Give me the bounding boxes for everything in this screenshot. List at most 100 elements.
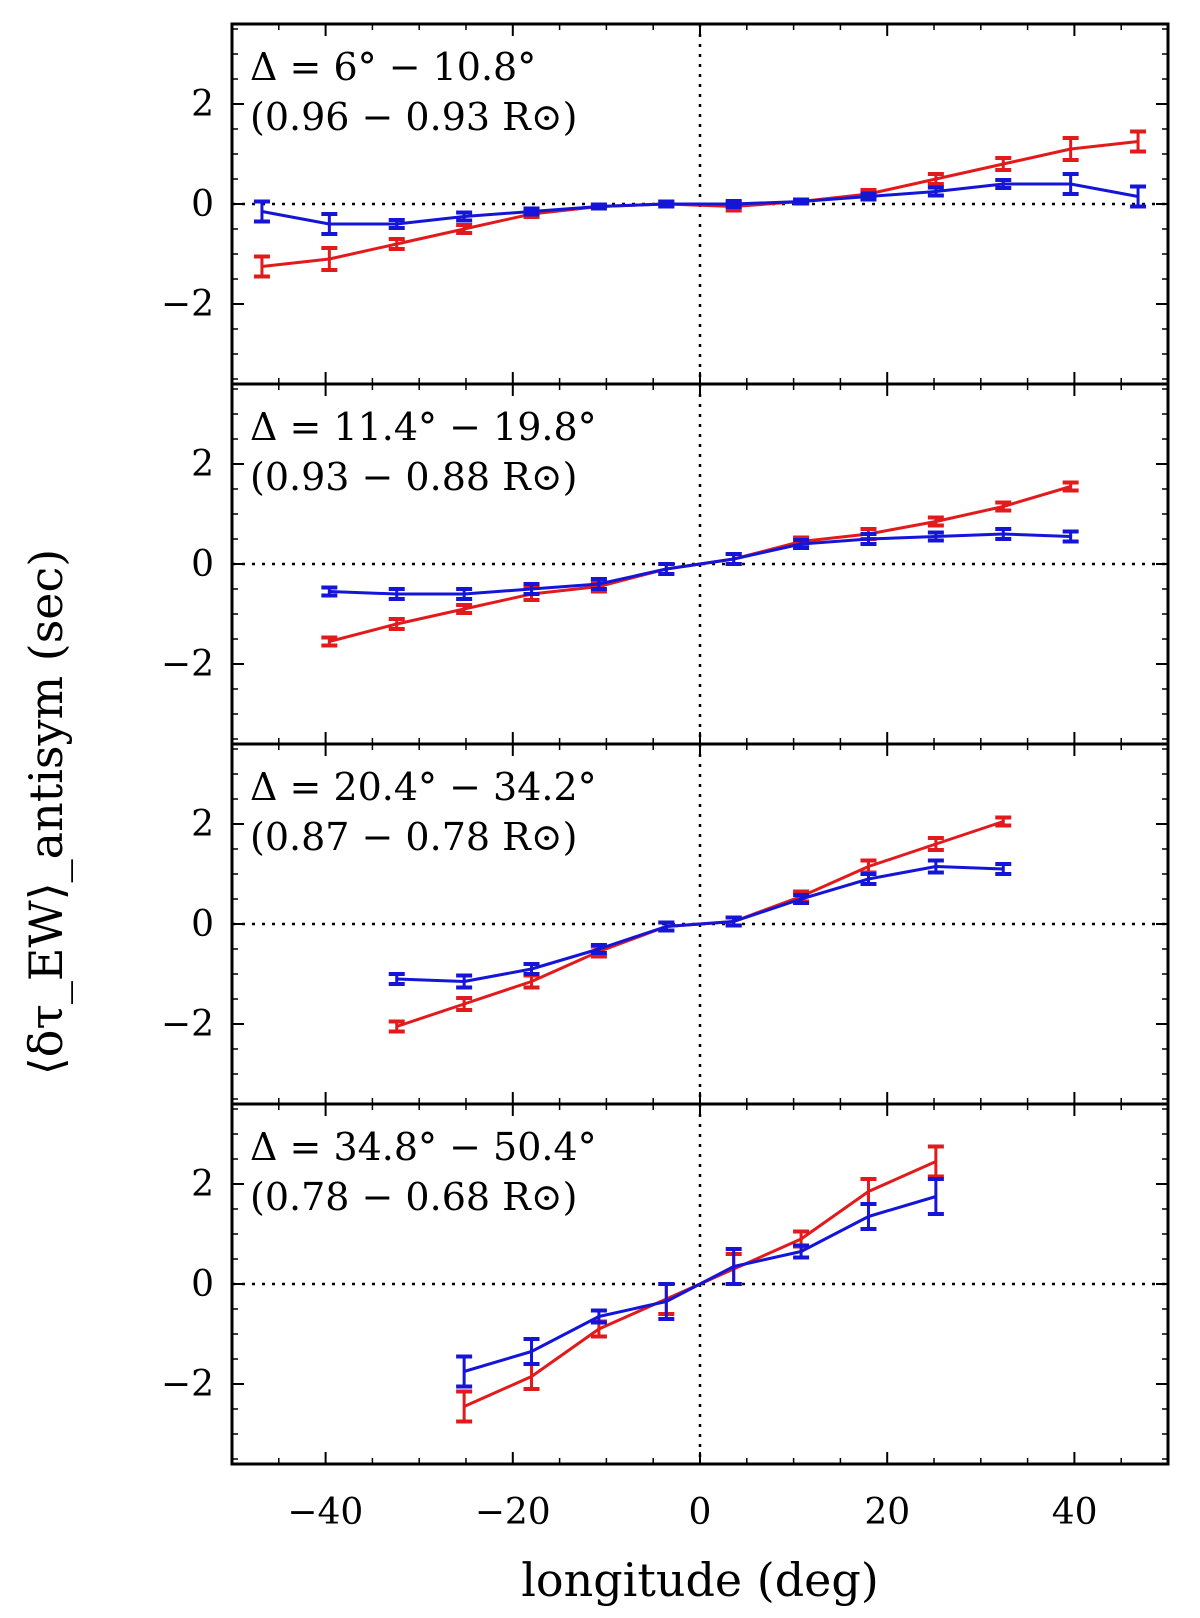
blue-error-bar	[590, 202, 607, 211]
red-error-bar	[456, 223, 473, 235]
blue-error-bar	[590, 943, 607, 955]
blue-series-line	[396, 865, 1004, 983]
y-tick-label: −2	[161, 1004, 214, 1045]
y-tick-label: −2	[161, 644, 214, 685]
panel-annotation-line1: Δ = 6° − 10.8°	[250, 45, 536, 89]
blue-error-bar	[725, 199, 742, 209]
y-tick-label: 0	[191, 1264, 214, 1305]
y-tick-label: 2	[191, 444, 214, 485]
blue-error-bar	[321, 585, 338, 598]
blue-error-bar	[927, 530, 944, 543]
blue-error-bar	[793, 1243, 810, 1260]
panel-annotation-line2: (0.93 − 0.88 R⊙)	[250, 455, 577, 499]
blue-error-bar	[793, 538, 810, 550]
x-axis-title: longitude (deg)	[521, 1553, 879, 1607]
red-error-bar	[995, 500, 1012, 513]
red-error-bar	[523, 973, 540, 990]
red-error-bar	[1130, 129, 1147, 154]
blue-error-bar	[253, 199, 270, 224]
red-error-bar	[388, 237, 405, 251]
blue-error-bar	[590, 1308, 607, 1325]
panel-4: 2 0 −2 Δ = 34.8° − 50.4° (0.78 − 0.68 R⊙…	[161, 1102, 1170, 1466]
blue-error-bar	[523, 962, 540, 976]
y-tick-label: 2	[191, 804, 214, 845]
blue-error-bar	[995, 527, 1012, 541]
blue-error-bar	[456, 1354, 473, 1389]
y-tick-labels: 2 0 −2	[161, 84, 214, 325]
blue-error-bar	[1130, 184, 1147, 209]
y-tick-labels: 2 0 −2	[161, 804, 214, 1045]
x-tick-label: 20	[864, 1492, 910, 1533]
panel-1: 2 0 −2 Δ = 6° − 10.8° (0.96 − 0.93 R⊙)	[161, 22, 1170, 386]
panel-3: 2 0 −2 Δ = 20.4° − 34.2° (0.87 − 0.78 R⊙…	[161, 742, 1170, 1106]
blue-error-bar	[1062, 172, 1079, 196]
blue-error-bar	[658, 1282, 675, 1321]
red-error-bar	[927, 515, 944, 528]
blue-error-bar	[927, 1177, 944, 1216]
panel-2: 2 0 −2 Δ = 11.4° − 19.8° (0.93 − 0.88 R⊙…	[161, 382, 1170, 746]
x-tick-label: 40	[1052, 1492, 1098, 1533]
x-tick-labels: −40 −20 0 20 40	[287, 1492, 1097, 1533]
y-tick-labels: 2 0 −2	[161, 1164, 214, 1405]
blue-error-bar	[388, 218, 405, 230]
blue-series-line	[463, 1195, 937, 1373]
blue-error-bar	[388, 972, 405, 986]
y-tick-labels: 2 0 −2	[161, 444, 214, 685]
blue-error-bar	[860, 1202, 877, 1231]
panel-series	[321, 480, 1079, 648]
red-error-bar	[860, 858, 877, 875]
blue-error-bar	[658, 920, 675, 933]
x-tick-label: −20	[475, 1492, 551, 1533]
y-tick-label: −2	[161, 284, 214, 325]
y-tick-label: 2	[191, 1164, 214, 1205]
red-error-bar	[860, 1177, 877, 1206]
panel-annotation-line1: Δ = 11.4° − 19.8°	[250, 405, 597, 449]
panel-series	[388, 815, 1012, 1034]
panel-annotation-line2: (0.96 − 0.93 R⊙)	[250, 95, 577, 139]
red-error-bar	[927, 172, 944, 186]
panel-annotation-line1: Δ = 34.8° − 50.4°	[250, 1125, 597, 1169]
blue-error-bar	[658, 199, 675, 209]
x-tick-label: 0	[689, 1492, 712, 1533]
y-tick-label: 0	[191, 904, 214, 945]
red-error-bar	[456, 996, 473, 1012]
blue-error-bar	[860, 872, 877, 886]
red-error-bar	[456, 1389, 473, 1424]
blue-error-bar	[793, 197, 810, 206]
x-tick-label: −40	[287, 1492, 363, 1533]
blue-series-line	[261, 182, 1139, 226]
panel-series	[253, 129, 1147, 279]
red-error-bar	[388, 617, 405, 631]
blue-error-bar	[995, 178, 1012, 190]
blue-error-bar	[523, 582, 540, 596]
blue-error-bar	[725, 552, 742, 566]
y-tick-label: 0	[191, 544, 214, 585]
blue-error-bar	[456, 973, 473, 990]
y-tick-label: 0	[191, 184, 214, 225]
red-error-bar	[321, 635, 338, 648]
panel-series	[456, 1144, 944, 1424]
red-error-bar	[1062, 480, 1079, 493]
blue-error-bar	[1062, 529, 1079, 544]
red-error-bar	[253, 254, 270, 279]
red-error-bar	[456, 603, 473, 615]
blue-error-bar	[927, 858, 944, 875]
blue-error-bar	[523, 1337, 540, 1366]
blue-series-line	[329, 532, 1071, 596]
red-error-bar	[995, 156, 1012, 172]
blue-error-bar	[927, 185, 944, 198]
blue-error-bar	[456, 210, 473, 223]
blue-error-bar	[725, 915, 742, 928]
blue-error-bar	[995, 862, 1012, 876]
blue-error-bar	[860, 532, 877, 546]
red-error-bar	[927, 1144, 944, 1179]
blue-error-bar	[793, 893, 810, 905]
blue-error-bar	[456, 587, 473, 601]
y-tick-label: −2	[161, 1364, 214, 1405]
y-tick-label: 2	[191, 84, 214, 125]
red-error-bar	[995, 815, 1012, 828]
panel-annotation-line2: (0.78 − 0.68 R⊙)	[250, 1175, 577, 1219]
panel-annotation-line2: (0.87 − 0.78 R⊙)	[250, 815, 577, 859]
red-error-bar	[927, 836, 944, 852]
red-error-bar	[1062, 136, 1079, 162]
